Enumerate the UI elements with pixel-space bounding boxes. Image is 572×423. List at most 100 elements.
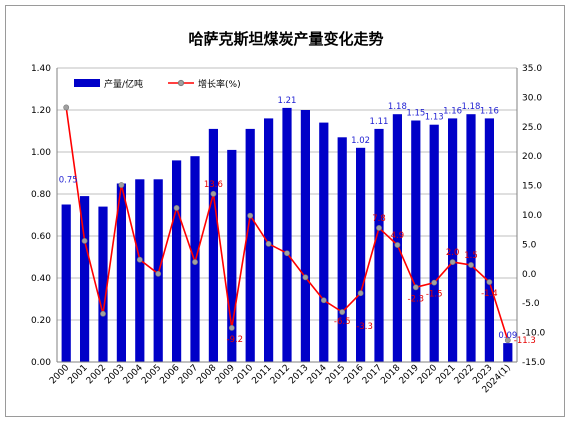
x-tick-label: 2001	[66, 363, 89, 386]
growth-value-label: -11.3	[514, 336, 536, 346]
left-tick-label: 0.00	[31, 358, 51, 368]
bar	[466, 114, 476, 362]
chart-title: 哈萨克斯坦煤炭产量变化走势	[188, 30, 383, 48]
legend-line-marker	[177, 79, 185, 87]
line-point	[486, 279, 493, 285]
left-tick-label: 1.00	[31, 148, 51, 158]
line-point	[284, 250, 290, 257]
bar	[448, 118, 458, 363]
line-point	[155, 270, 162, 277]
left-tick-label: 0.40	[31, 274, 51, 284]
left-tick-label: 1.20	[31, 106, 51, 116]
line-point	[265, 240, 272, 247]
growth-value-label: 2.0	[446, 248, 460, 258]
line-point	[504, 337, 511, 344]
right-tick-label: 30.0	[522, 93, 542, 103]
line-point	[412, 284, 419, 291]
bar-value-label: 1.16	[480, 106, 499, 116]
x-tick-label: 2002	[85, 363, 108, 386]
x-tick-label: 2010	[232, 363, 255, 386]
bar	[300, 110, 310, 362]
bar	[392, 114, 402, 362]
left-tick-label: 0.60	[31, 232, 51, 242]
x-tick-label: 2006	[158, 363, 181, 386]
growth-value-label: 7.8	[372, 214, 386, 224]
line-point	[449, 259, 456, 265]
line-point	[320, 297, 327, 304]
bar	[135, 179, 145, 362]
x-tick-label: 2005	[140, 363, 163, 386]
right-tick-label: 25.0	[522, 123, 542, 133]
x-tick-label: 2009	[214, 363, 237, 386]
production-bars	[61, 107, 513, 363]
growth-value-label: 1.5	[464, 251, 478, 261]
line-point	[63, 104, 70, 111]
left-tick-label: 1.40	[31, 64, 51, 74]
data-labels: 0.751.211.021.111.181.15 1.131.16 1.18 1.16…	[59, 96, 536, 346]
bar-value-label: 1.15	[406, 109, 425, 119]
bar	[98, 206, 108, 362]
line-point	[136, 256, 143, 263]
x-tick-label: 2019	[398, 363, 421, 386]
x-tick-label: 2020	[416, 363, 439, 386]
bar-value-label: 1.13	[425, 113, 444, 123]
line-point	[339, 309, 346, 315]
legend-production-label: 产量/亿吨	[104, 78, 143, 90]
bar-value-label: 1.16	[443, 106, 462, 116]
x-tick-label: 2014	[306, 363, 329, 386]
x-tick-label: 2018	[379, 363, 402, 386]
right-tick-label: 20.0	[522, 152, 542, 162]
legend-bar-swatch	[74, 79, 100, 87]
growth-value-label: -1.4	[481, 289, 498, 299]
legend-growth-label: 增长率(%)	[198, 78, 241, 90]
right-tick-label: -10.0	[522, 329, 546, 339]
bar	[116, 183, 126, 362]
line-point	[376, 225, 382, 231]
line-point	[118, 182, 125, 188]
right-tick-label: 0.0	[522, 270, 537, 280]
line-point	[468, 262, 474, 268]
bar-value-label: 1.11	[370, 117, 389, 127]
x-tick-label: 2015	[324, 363, 347, 386]
left-tick-label: 0.80	[31, 190, 51, 200]
x-tick-label: 2007	[177, 363, 200, 386]
growth-value-label: -3.3	[356, 322, 373, 332]
bar	[356, 147, 366, 362]
growth-value-label: -1.5	[426, 290, 443, 300]
line-point	[100, 310, 106, 317]
growth-value-label: 4.9	[391, 231, 405, 241]
line-point	[81, 237, 88, 244]
right-tick-label: 35.0	[522, 64, 542, 74]
x-tick-label: 2021	[434, 363, 457, 386]
right-tick-label: 15.0	[522, 182, 542, 192]
x-tick-label: 2017	[361, 363, 384, 386]
x-tick-label: 2003	[103, 363, 126, 386]
line-point	[302, 274, 309, 281]
bar	[411, 120, 421, 362]
bar	[172, 160, 182, 362]
bar-value-label: 1.18	[462, 102, 481, 112]
bar-value-label: 1.02	[351, 136, 370, 146]
right-tick-label: 5.0	[522, 240, 537, 250]
bar	[429, 124, 439, 362]
x-tick-label: 2008	[195, 363, 218, 386]
bar	[227, 149, 237, 362]
line-point	[357, 290, 364, 297]
bar	[282, 107, 292, 363]
growth-value-label: 13.6	[204, 180, 223, 190]
line-point	[173, 205, 180, 211]
line-point	[247, 212, 254, 219]
bar	[484, 118, 494, 363]
line-point	[394, 242, 401, 248]
growth-value-label: -6.5	[334, 317, 351, 327]
bar	[80, 196, 90, 362]
x-tick-label: 2004	[122, 363, 145, 386]
x-tick-label: 2016	[342, 363, 365, 386]
right-tick-label: -15.0	[522, 358, 546, 368]
legend: 产量/亿吨 增长率(%)	[74, 78, 241, 90]
line-point	[431, 279, 438, 286]
left-tick-label: 0.20	[31, 316, 51, 326]
bar	[208, 128, 218, 362]
bar	[153, 179, 163, 362]
